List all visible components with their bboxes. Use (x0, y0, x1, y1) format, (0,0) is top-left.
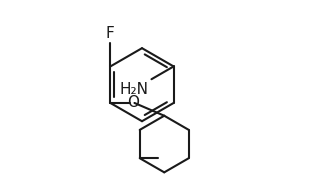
Text: H₂N: H₂N (120, 82, 149, 97)
Text: O: O (126, 95, 139, 110)
Text: F: F (106, 26, 115, 41)
